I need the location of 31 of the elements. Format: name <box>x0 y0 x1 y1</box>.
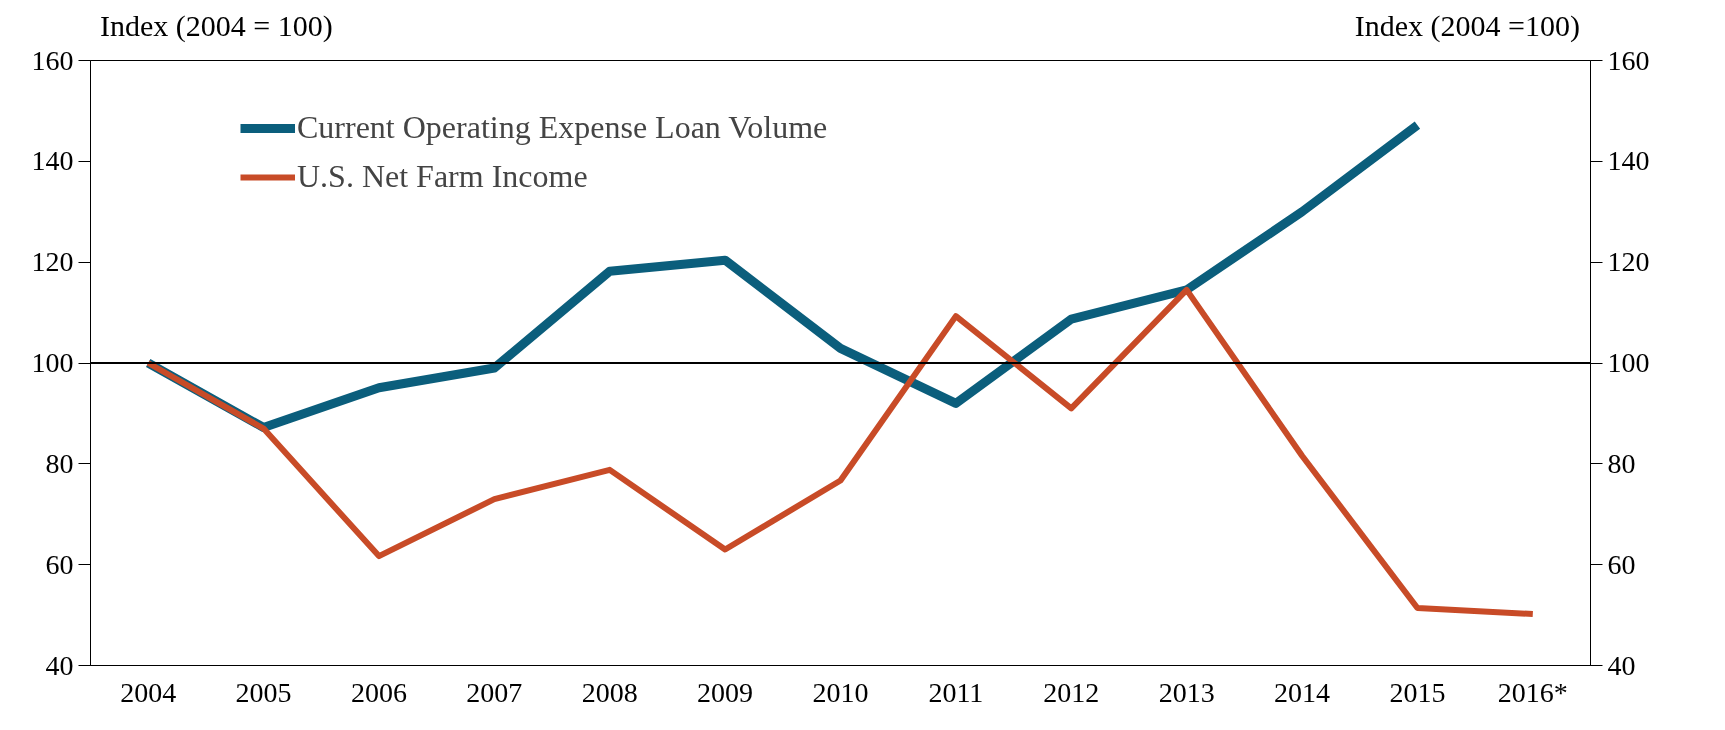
y-tick-label: 160 <box>31 44 74 76</box>
y2-tick-label: 140 <box>1607 145 1650 177</box>
x-tick-label: 2011 <box>928 676 984 708</box>
x-tick-label: 2006 <box>350 676 407 708</box>
y2-tick-label: 80 <box>1607 447 1636 479</box>
x-tick-label: 2015 <box>1389 676 1446 708</box>
y2-tick-label: 40 <box>1607 649 1636 681</box>
y2-tick-label: 100 <box>1607 347 1650 378</box>
y2-tick-label: 160 <box>1607 44 1650 76</box>
y-tick-label: 80 <box>45 447 74 479</box>
x-tick-label: 2010 <box>812 676 869 708</box>
y2-tick-label: 60 <box>1607 548 1636 580</box>
y2-tick-label: 120 <box>1607 246 1650 278</box>
y-tick-label: 100 <box>31 347 74 378</box>
legend-label: Current Operating Expense Loan Volume <box>297 109 828 146</box>
y-tick-label: 40 <box>45 649 74 681</box>
y-tick-label: 60 <box>45 548 74 580</box>
x-tick-label: 2009 <box>697 676 754 708</box>
x-tick-label: 2008 <box>581 676 638 708</box>
y-tick-label: 120 <box>31 246 74 278</box>
y2-axis-title: Index (2004 =100) <box>1354 8 1580 44</box>
y-axis-title: Index (2004 = 100) <box>100 8 333 44</box>
x-tick-label: 2016* <box>1497 676 1568 708</box>
x-tick-label: 2004 <box>120 676 177 708</box>
x-tick-label: 2013 <box>1158 676 1215 708</box>
y-tick-label: 140 <box>31 145 74 177</box>
x-tick-label: 2012 <box>1043 676 1100 708</box>
x-tick-label: 2014 <box>1274 676 1331 708</box>
x-tick-label: 2005 <box>235 676 292 708</box>
legend-label: U.S. Net Farm Income <box>297 158 588 195</box>
x-tick-label: 2007 <box>466 676 523 708</box>
